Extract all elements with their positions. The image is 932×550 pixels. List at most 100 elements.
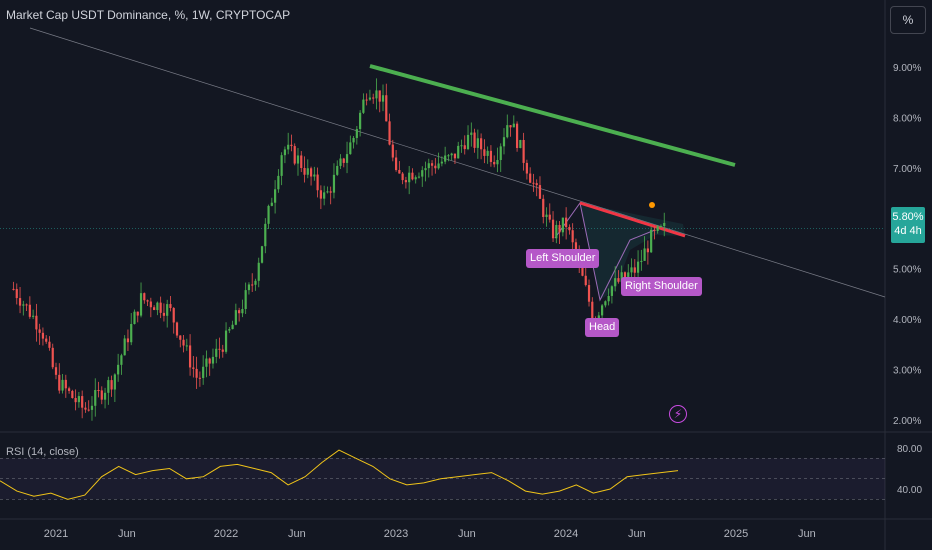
candle-body — [169, 304, 172, 309]
candle-body — [172, 308, 175, 323]
rsi-label: RSI (14, close) — [6, 446, 79, 458]
candle-body — [591, 301, 594, 319]
breakout-marker — [649, 202, 655, 208]
y-tick-label: 8.00% — [893, 113, 921, 124]
candle-body — [538, 185, 542, 199]
candle-body — [35, 315, 38, 330]
pattern-outline — [554, 201, 656, 302]
candle-body — [48, 341, 51, 348]
rsi-line — [0, 449, 679, 500]
candle-body — [117, 364, 120, 375]
candle-body — [368, 97, 372, 100]
y-tick-label: 7.00% — [893, 164, 921, 175]
candle-body — [345, 154, 349, 163]
percent-scale-button[interactable]: % — [890, 6, 926, 34]
rsi-tick-label: 40.00 — [897, 485, 922, 496]
candle-body — [391, 144, 394, 158]
bar-countdown: 4d 4h — [894, 225, 922, 237]
y-tick-label: 9.00% — [893, 63, 921, 74]
candle-body — [385, 95, 388, 122]
candle-body — [71, 390, 74, 399]
candle-body — [316, 174, 319, 191]
candle-body — [394, 157, 398, 170]
candle-body — [627, 272, 630, 278]
candle-body — [110, 380, 113, 390]
candle-body — [274, 189, 277, 203]
candle-body — [32, 315, 35, 317]
candle-body — [480, 138, 483, 150]
candle-body — [309, 168, 313, 177]
candle-body — [551, 219, 555, 239]
candle-body — [381, 95, 385, 102]
candle-body — [22, 304, 25, 306]
candle-body — [146, 300, 149, 302]
candle-body — [198, 377, 201, 379]
candle-body — [313, 174, 316, 177]
candle-body — [67, 388, 71, 391]
candle-body — [264, 223, 267, 247]
x-tick-label: Jun — [458, 528, 476, 540]
candle-body — [103, 392, 107, 400]
candle-body — [293, 146, 296, 164]
candle-body — [424, 168, 427, 171]
candle-body — [162, 312, 166, 316]
candle-body — [408, 172, 411, 183]
candle-body — [58, 374, 61, 391]
candle-body — [18, 298, 22, 306]
candle-body — [126, 338, 130, 343]
candle-body — [81, 396, 84, 408]
candle-body — [558, 224, 561, 233]
candle-body — [84, 407, 87, 410]
candle-body — [581, 263, 584, 276]
candle-body — [470, 132, 473, 135]
candle-body — [192, 367, 195, 369]
candle-body — [515, 123, 519, 148]
candle-body — [352, 137, 355, 143]
candle-body — [120, 355, 123, 365]
y-tick-label: 4.00% — [893, 315, 921, 326]
candle-body — [332, 174, 336, 193]
candle-body — [372, 97, 375, 99]
candle-body — [362, 99, 365, 113]
candle-body — [342, 158, 345, 163]
candle-body — [241, 309, 244, 314]
candle-body — [561, 217, 564, 233]
candle-body — [636, 261, 640, 273]
candle-body — [159, 302, 162, 313]
long-term-trendline — [29, 27, 886, 298]
x-tick-label: 2022 — [214, 528, 238, 540]
candle-body — [97, 389, 100, 391]
candle-body — [130, 323, 133, 343]
lightning-icon[interactable]: ⚡ — [669, 405, 687, 423]
candle-body — [375, 90, 378, 99]
candle-body — [656, 226, 659, 231]
candle-body — [565, 217, 568, 228]
candle-body — [336, 165, 339, 175]
candle-body — [136, 311, 139, 316]
candle-body — [208, 358, 211, 364]
candle-body — [290, 144, 293, 147]
candle-body — [450, 153, 453, 156]
candle-body — [280, 155, 283, 176]
candle-body — [267, 205, 270, 224]
candle-body — [270, 202, 273, 206]
candle-body — [398, 169, 401, 174]
candle-body — [659, 226, 663, 228]
candle-body — [149, 301, 152, 308]
candle-body — [185, 345, 188, 347]
candle-body — [489, 150, 493, 162]
y-tick-label: 3.00% — [893, 366, 921, 377]
candle-body — [614, 278, 617, 287]
candle-body — [414, 177, 417, 180]
candle-body — [323, 192, 326, 199]
candle-body — [359, 112, 362, 130]
candle-body — [215, 348, 218, 357]
candle-body — [646, 248, 649, 253]
candle-body — [525, 162, 528, 174]
candle-body — [630, 267, 633, 273]
candle-body — [179, 335, 182, 340]
candle-body — [542, 198, 545, 218]
x-tick-label: 2024 — [554, 528, 578, 540]
candle-body — [535, 183, 538, 186]
candle-body — [512, 123, 515, 128]
